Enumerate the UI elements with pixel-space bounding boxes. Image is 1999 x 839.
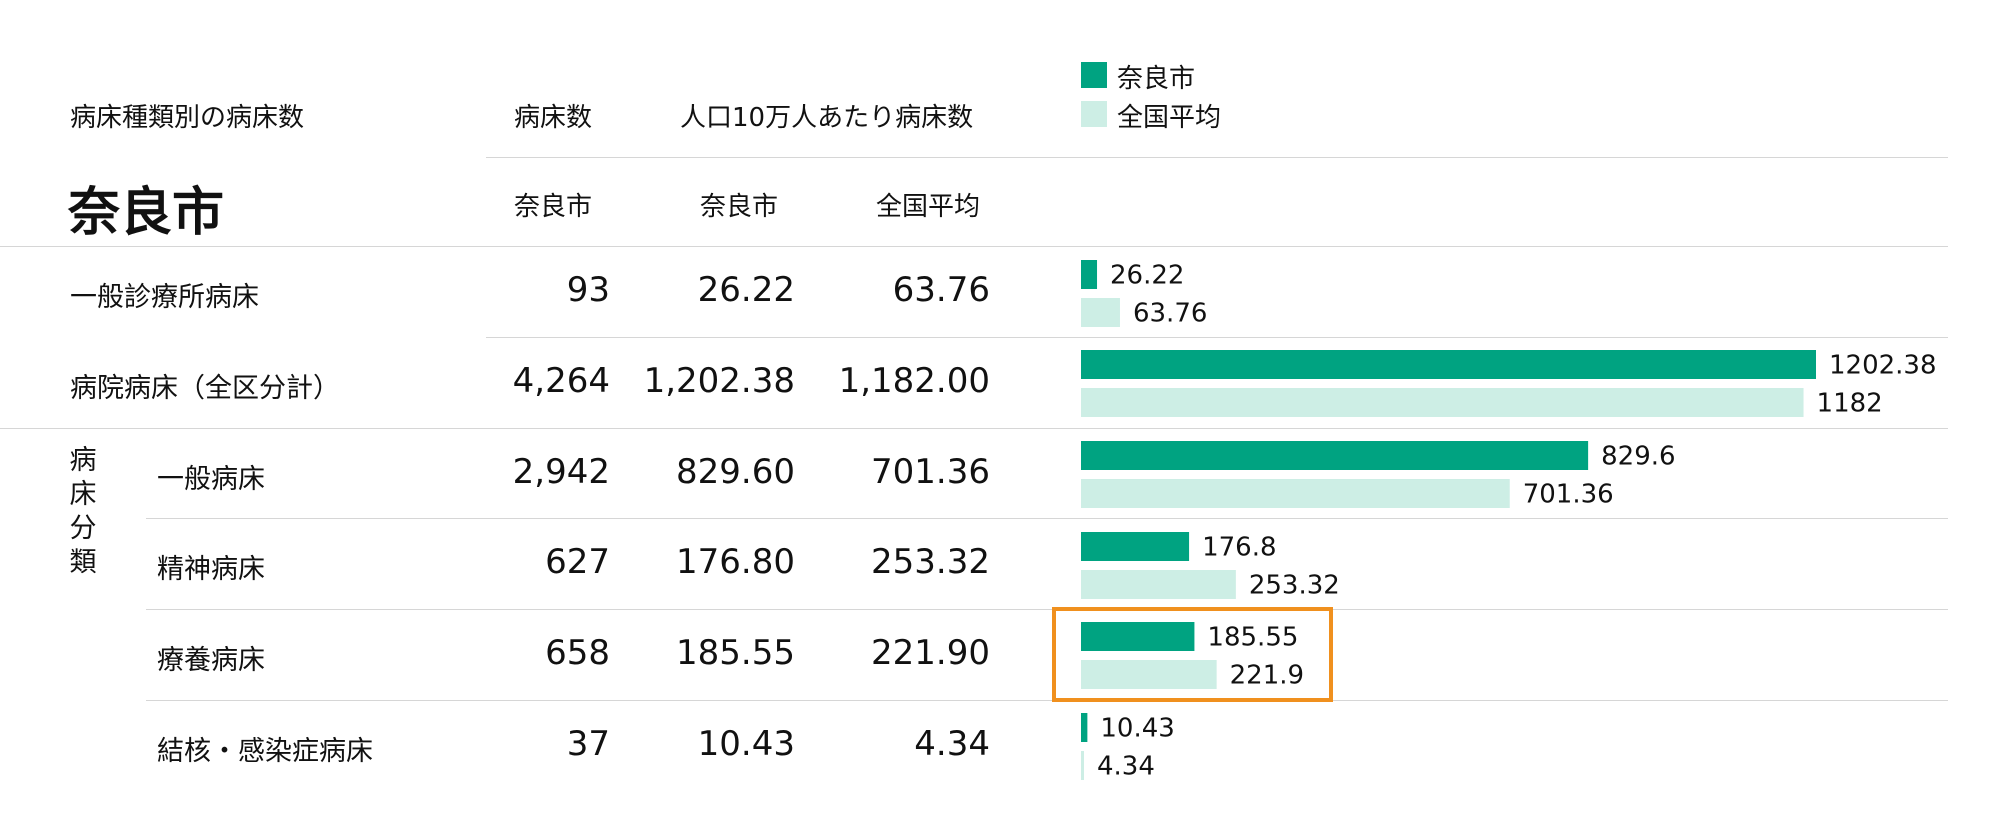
section-title: 病床種類別の病床数	[70, 103, 305, 133]
subheader-per100k-national: 全国平均	[876, 192, 981, 222]
group-label-char: 病	[69, 445, 97, 476]
highlight-box	[1052, 607, 1333, 702]
group-label-char: 床	[69, 479, 97, 510]
row-label-hospital-total: 病院病床（全区分計）	[70, 373, 340, 404]
bar-value-label-city: 829.6	[1601, 442, 1675, 472]
cell-city-per100k: 176.80	[676, 542, 795, 582]
bar-value-label-city: 26.22	[1110, 261, 1184, 291]
bar-city	[1081, 713, 1088, 742]
col-header-per100k: 人口10万人あたり病床数	[680, 103, 974, 133]
row-label-general-clinic: 一般診療所病床	[70, 282, 259, 313]
bar-value-label-city: 185.55	[1207, 623, 1298, 653]
row-divider	[146, 609, 1948, 610]
row-divider	[146, 700, 1948, 701]
bar-city	[1081, 260, 1098, 289]
row-divider	[486, 337, 1948, 338]
row-label-tb-infectious-beds: 結核・感染症病床	[157, 736, 373, 767]
cell-national-per100k: 701.36	[871, 452, 990, 492]
cell-national-per100k: 1,182.00	[838, 361, 990, 401]
bar-national	[1081, 660, 1217, 689]
legend-swatch-city	[1081, 62, 1107, 88]
legend-label-city: 奈良市	[1117, 64, 1196, 94]
bar-value-label-national: 63.76	[1133, 299, 1207, 329]
city-title: 奈良市	[68, 183, 225, 243]
bar-national	[1081, 298, 1120, 327]
subheader-per100k-city: 奈良市	[700, 192, 779, 222]
row-label-psychiatric-beds: 精神病床	[157, 554, 265, 585]
bar-national	[1081, 479, 1510, 508]
group-label-bed-classification: 病 床 分 類	[66, 444, 100, 580]
legend-label-national: 全国平均	[1117, 103, 1222, 133]
row-label-general-beds: 一般病床	[157, 464, 265, 495]
cell-beds: 37	[566, 724, 610, 764]
bar-value-label-national: 1182	[1817, 389, 1883, 419]
bar-value-label-national: 253.32	[1249, 571, 1340, 601]
row-divider	[146, 518, 1948, 519]
group-label-char: 分	[69, 513, 97, 544]
bar-value-label-city: 1202.38	[1829, 351, 1937, 381]
bar-city	[1081, 622, 1195, 651]
bar-city	[1081, 350, 1816, 379]
cell-beds: 627	[545, 542, 610, 582]
row-divider	[0, 428, 1948, 429]
bar-city	[1081, 441, 1589, 470]
bar-value-label-national: 701.36	[1523, 480, 1614, 510]
cell-city-per100k: 26.22	[697, 270, 795, 310]
cell-beds: 2,942	[512, 452, 610, 492]
header-divider	[486, 157, 1948, 158]
group-label-char: 類	[69, 547, 97, 578]
row-label-long-term-care-beds: 療養病床	[157, 645, 265, 676]
subheader-divider	[0, 246, 1948, 247]
cell-beds: 93	[566, 270, 610, 310]
cell-beds: 658	[545, 633, 610, 673]
cell-beds: 4,264	[512, 361, 610, 401]
cell-city-per100k: 10.43	[697, 724, 795, 764]
bar-value-label-national: 221.9	[1230, 661, 1304, 691]
subheader-beds-city: 奈良市	[514, 192, 593, 222]
col-header-beds: 病床数	[514, 103, 593, 133]
cell-city-per100k: 1,202.38	[643, 361, 795, 401]
bar-national	[1081, 751, 1084, 780]
legend-swatch-national	[1081, 101, 1107, 127]
cell-national-per100k: 4.34	[914, 724, 990, 764]
cell-national-per100k: 221.90	[871, 633, 990, 673]
bar-value-label-city: 176.8	[1202, 533, 1276, 563]
bar-city	[1081, 532, 1190, 561]
bar-value-label-city: 10.43	[1100, 714, 1174, 744]
bar-national	[1081, 388, 1804, 417]
cell-city-per100k: 829.60	[676, 452, 795, 492]
cell-national-per100k: 63.76	[892, 270, 990, 310]
cell-national-per100k: 253.32	[871, 542, 990, 582]
bar-national	[1081, 570, 1236, 599]
bar-value-label-national: 4.34	[1097, 752, 1155, 782]
cell-city-per100k: 185.55	[676, 633, 795, 673]
